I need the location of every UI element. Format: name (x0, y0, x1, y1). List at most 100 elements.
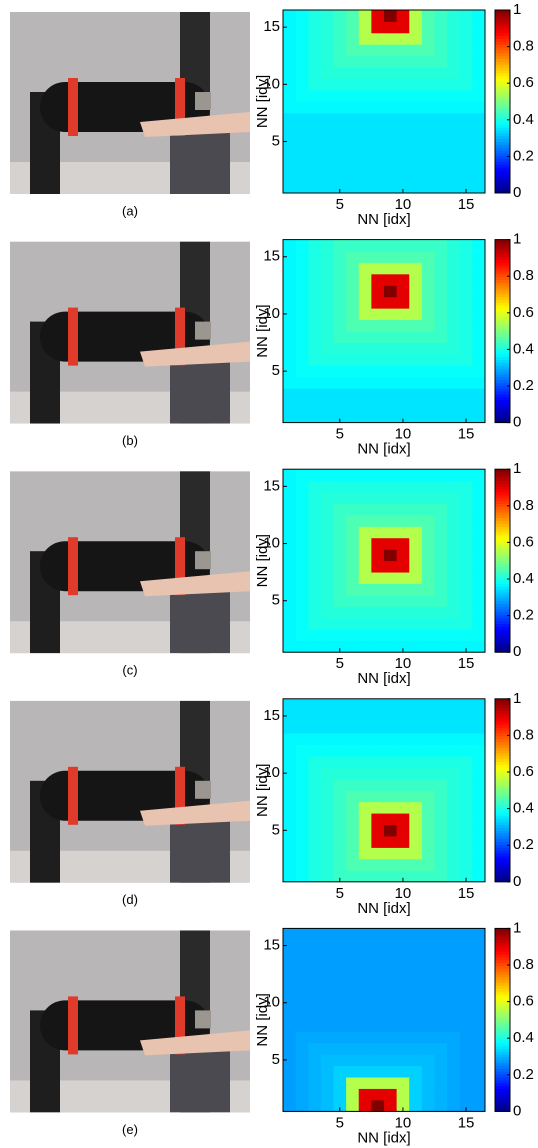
heatmap-cell (384, 262, 398, 275)
heatmap-cell (283, 755, 297, 768)
heatmap-cell (472, 262, 486, 275)
heatmap-cell (434, 629, 448, 642)
heatmap-cell (459, 469, 473, 482)
colorbar-segment (495, 144, 510, 148)
heatmap-cell (308, 112, 322, 125)
colorbar-segment (495, 92, 510, 97)
heatmap-cell (308, 870, 322, 883)
heatmap-cell (447, 67, 461, 80)
heatmap-cell (346, 78, 360, 91)
heatmap-cell (371, 606, 385, 619)
colorbar-segment (495, 474, 510, 479)
heatmap-cell (295, 755, 309, 768)
heatmap-cell (295, 112, 309, 125)
heatmap-cell (396, 469, 410, 482)
heatmap-cell (384, 55, 398, 68)
heatmap-cell (358, 1077, 372, 1089)
y-tick-label: 5 (272, 362, 280, 379)
heatmap-cell (308, 537, 322, 550)
y-tick-label: 5 (272, 1051, 280, 1068)
colorbar-segment (495, 152, 510, 157)
heatmap-cell (447, 1077, 461, 1089)
heatmap-cell (459, 78, 473, 91)
plot-frame (282, 239, 486, 424)
heatmap-cell (346, 296, 360, 309)
colorbar-segment (495, 1079, 510, 1084)
heatmap-cell (459, 698, 473, 711)
colorbar-segment (495, 956, 510, 961)
colorbar-segment (495, 27, 510, 31)
heatmap-cell (421, 503, 435, 516)
heatmap-cell (434, 262, 448, 275)
heatmap-cell (409, 617, 423, 630)
heatmap-cell (459, 342, 473, 355)
heatmap-cell (472, 606, 486, 619)
heatmap-cell (434, 606, 448, 619)
heatmap-cell (434, 514, 448, 527)
heatmap-cell (283, 158, 297, 171)
heatmap-cell (346, 1099, 360, 1112)
heatmap-cell (346, 1077, 360, 1089)
x-tick-label: 5 (336, 655, 344, 672)
heatmap-cell (371, 10, 385, 22)
heatmap-cell (333, 733, 347, 745)
heatmap-cell (447, 514, 461, 527)
heatmap-cell (371, 755, 385, 768)
heatmap-cell (472, 514, 486, 527)
heatmap-cell (358, 32, 372, 45)
heatmap-cell (459, 1008, 473, 1021)
heatmap-cell (396, 1031, 410, 1044)
colorbar-segment (495, 552, 510, 556)
heatmap-cell (283, 55, 297, 68)
heatmap-cell (421, 147, 435, 160)
heatmap-cell (358, 492, 372, 504)
colorbar-segment (495, 399, 510, 403)
colorbar-segment (495, 416, 510, 421)
heatmap-cell (358, 939, 372, 952)
colorbar-tick-label: 0.6 (513, 304, 534, 321)
heatmap-cell (346, 698, 360, 711)
heatmap-cell (320, 813, 334, 826)
heatmap-cell (295, 595, 309, 607)
heatmap-cell (320, 560, 334, 573)
heatmap-cell (384, 181, 398, 194)
heatmap-cell (308, 411, 322, 423)
heatmap-cell (434, 158, 448, 171)
heatmap-cell (358, 469, 372, 482)
heatmap-cell (409, 411, 423, 423)
heatmap-cell (384, 1031, 398, 1044)
colorbar-segment (495, 365, 510, 369)
heatmap-cell (283, 583, 297, 596)
colorbar-segment (495, 646, 510, 650)
heatmap-cell (409, 778, 423, 791)
heatmap-cell (434, 721, 448, 734)
colorbar-segment (495, 850, 510, 854)
colorbar-segment (495, 643, 510, 647)
heatmap-cell (320, 514, 334, 527)
colorbar-segment (495, 931, 510, 935)
heatmap-cell (472, 1088, 486, 1101)
heatmap-cell (409, 67, 423, 80)
photo (10, 930, 250, 1113)
heatmap-cell (283, 813, 297, 826)
heatmap-cell (308, 480, 322, 493)
heatmap-cell (472, 101, 486, 114)
colorbar-segment (495, 512, 510, 516)
heatmap-cell (308, 1099, 322, 1112)
colorbar-segment (495, 167, 510, 171)
heatmap-cell (346, 1065, 360, 1078)
heatmap-cell (421, 744, 435, 757)
colorbar-tick-label: 0.4 (513, 1029, 534, 1046)
heatmap-cell (358, 388, 372, 401)
heatmap-cell (396, 997, 410, 1009)
heatmap-cell (283, 78, 297, 91)
heatmap-cell (472, 158, 486, 171)
colorbar-tick-label: 0.6 (513, 993, 534, 1010)
heatmap-cell (283, 376, 297, 389)
heatmap-cell (384, 847, 398, 860)
heatmap-cell (396, 67, 410, 80)
heatmap-cell (308, 181, 322, 194)
heatmap-cell (283, 629, 297, 642)
heatmap-cell (384, 319, 398, 332)
heatmap-cell (295, 273, 309, 286)
